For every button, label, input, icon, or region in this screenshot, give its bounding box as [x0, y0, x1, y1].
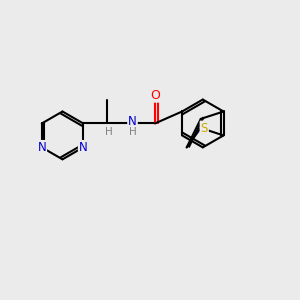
Text: N: N [38, 141, 46, 154]
Text: N: N [128, 116, 137, 128]
Text: N: N [79, 141, 88, 154]
Text: H: H [105, 127, 112, 137]
Text: S: S [201, 122, 208, 134]
Text: H: H [129, 127, 136, 137]
Text: O: O [150, 89, 160, 102]
